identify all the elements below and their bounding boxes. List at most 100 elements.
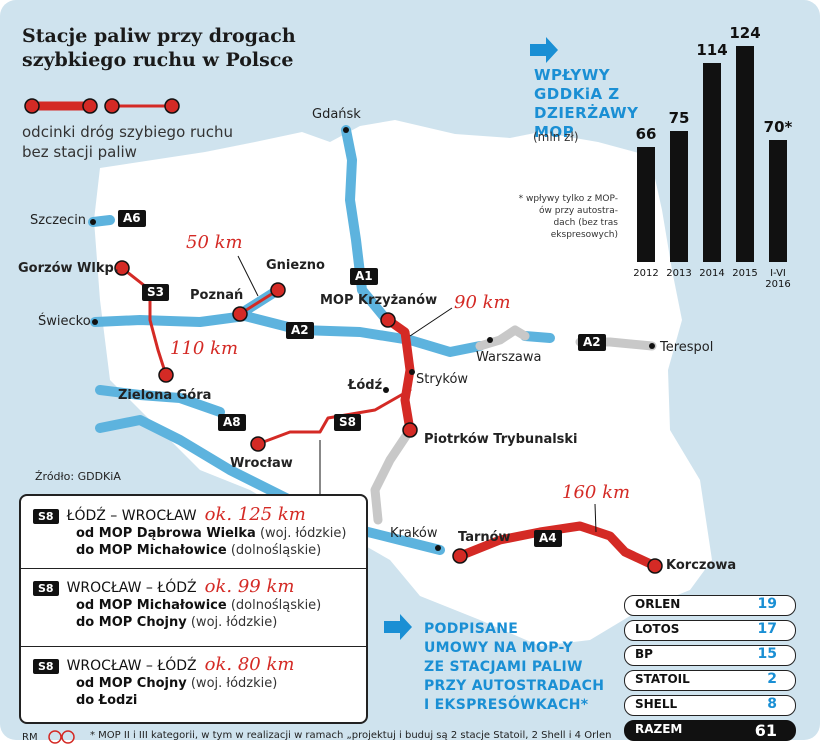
page-title: Stacje paliw przy drogach szybkiego ruch… bbox=[22, 24, 296, 72]
city-poznan: Poznań bbox=[190, 288, 244, 303]
city-gorzow: Gorzów Wlkp. bbox=[18, 261, 119, 276]
contracts-row-orlen: ORLEN 19 bbox=[624, 595, 796, 616]
marker-tarnow bbox=[452, 548, 468, 564]
route-2-from-region: (dolnośląskie) bbox=[230, 598, 322, 613]
contracts-row-label: BP bbox=[635, 647, 653, 661]
road-a1-north bbox=[341, 125, 390, 323]
contracts-row-value: 8 bbox=[767, 696, 777, 712]
marker-lodz bbox=[383, 387, 389, 393]
contracts-row-label: ORLEN bbox=[635, 597, 681, 611]
route-1: S8 ŁÓDŹ – WROCŁAW ok. 125 km od MOP Dąbr… bbox=[33, 504, 358, 559]
bar-category-label: I-VI 2016 bbox=[765, 268, 791, 290]
bar-category-label: 2015 bbox=[732, 268, 758, 279]
city-zielona-gora: Zielona Góra bbox=[118, 388, 212, 403]
route-3-from-label: od MOP Chojny bbox=[76, 676, 187, 691]
title-line-1: Stacje paliw przy drogach bbox=[22, 25, 296, 47]
road-south-link bbox=[370, 425, 415, 525]
city-gdansk: Gdańsk bbox=[312, 107, 361, 122]
bar-2012 bbox=[637, 147, 655, 262]
road-s8-red bbox=[256, 388, 412, 446]
city-gniezno: Gniezno bbox=[266, 258, 325, 273]
contracts-title-line-4: PRZY AUTOSTRADACH bbox=[424, 678, 605, 694]
contracts-title: PODPISANE UMOWY NA MOP-Y ZE STACJAMI PAL… bbox=[424, 620, 624, 715]
contracts-row-label: SHELL bbox=[635, 697, 678, 711]
route-3-from: od MOP Chojny (woj. łódzkie) bbox=[33, 675, 358, 692]
road-label-a8: A8 bbox=[218, 414, 246, 431]
city-krakow: Kraków bbox=[390, 526, 438, 541]
bar-value-label: 75 bbox=[668, 109, 690, 128]
road-label-a6: A6 bbox=[118, 210, 146, 227]
chart-title: WPŁYWY GDDKiA Z DZIERŻAWY MOP bbox=[534, 66, 639, 141]
legend-text: odcinki dróg szybiego ruchu bez stacji p… bbox=[22, 122, 272, 162]
marker-korczowa bbox=[647, 558, 663, 574]
route-1-name: ŁÓDŹ – WROCŁAW bbox=[66, 508, 197, 524]
city-terespol: Terespol bbox=[660, 340, 714, 355]
bar-value-label: 66 bbox=[635, 125, 657, 144]
contracts-row-total: RAZEM 61 bbox=[624, 720, 796, 741]
route-3-from-region: (woj. łódzkie) bbox=[190, 676, 278, 691]
marker-gdansk bbox=[343, 127, 349, 133]
road-a4-west bbox=[355, 525, 445, 555]
city-lodz: Łódź bbox=[348, 378, 383, 393]
marker-gniezno bbox=[270, 282, 286, 298]
credit: RM bbox=[22, 732, 38, 743]
marker-wroclaw bbox=[250, 436, 266, 452]
marker-krakow bbox=[435, 545, 441, 551]
marker-gorzow bbox=[114, 260, 130, 276]
distance-a1: 90 km bbox=[454, 292, 511, 313]
bar-category-label: 2013 bbox=[666, 268, 692, 279]
route-1-to: do MOP Michałowice (dolnośląskie) bbox=[33, 542, 358, 559]
city-strykow: Stryków bbox=[416, 372, 469, 387]
title-line-2: szybkiego ruchu w Polsce bbox=[22, 49, 294, 71]
route-2: S8 WROCŁAW – ŁÓDŹ ok. 99 km od MOP Micha… bbox=[33, 576, 358, 631]
route-2-km: ok. 99 km bbox=[204, 576, 295, 597]
legend-line bbox=[24, 98, 180, 114]
road-label-a2-west: A2 bbox=[286, 322, 314, 339]
bar-value-label: 114 bbox=[696, 41, 728, 60]
contracts-title-line-3: ZE STACJAMI PALIW bbox=[424, 659, 583, 675]
bar-2014 bbox=[703, 63, 721, 262]
chart-unit: (mln zł) bbox=[533, 130, 579, 144]
city-korczowa: Korczowa bbox=[666, 558, 737, 573]
marker-poznan bbox=[232, 306, 248, 322]
city-piotrkow: Piotrków Trybunalski bbox=[424, 432, 578, 447]
route-3-to-label: do Łodzi bbox=[76, 693, 138, 708]
road-label-a1: A1 bbox=[350, 268, 378, 285]
bar-value-label: 70* bbox=[763, 118, 793, 137]
bar-I-VI-2016 bbox=[769, 140, 787, 262]
legend-line-1: odcinki dróg szybiego ruchu bbox=[22, 123, 233, 141]
city-wroclaw: Wrocław bbox=[230, 456, 293, 471]
marker-mop-krzyzanow bbox=[380, 312, 396, 328]
contracts-row-value: 17 bbox=[757, 621, 777, 637]
source-note: Źródło: GDDKiA bbox=[35, 470, 121, 483]
road-label-a4: A4 bbox=[534, 530, 562, 547]
contracts-row-label: STATOIL bbox=[635, 672, 690, 686]
road-label-a2-east: A2 bbox=[578, 334, 606, 351]
routes-box: S8 ŁÓDŹ – WROCŁAW ok. 125 km od MOP Dąbr… bbox=[19, 494, 368, 724]
contracts-title-line-2: UMOWY NA MOP-Y bbox=[424, 640, 574, 656]
contracts-row-value: 2 bbox=[767, 671, 777, 687]
bar-category-label: 2012 bbox=[633, 268, 659, 279]
route-3-km: ok. 80 km bbox=[204, 654, 295, 675]
bar-value-label: 124 bbox=[729, 24, 761, 42]
bar-2013 bbox=[670, 131, 688, 262]
route-2-to-region: (woj. łódzkie) bbox=[190, 615, 278, 630]
route-3-road: S8 bbox=[33, 659, 59, 674]
contracts-row-lotos: LOTOS 17 bbox=[624, 620, 796, 641]
contracts-row-value: 19 bbox=[757, 596, 777, 612]
marker-piotrkow bbox=[402, 422, 418, 438]
route-3: S8 WROCŁAW – ŁÓDŹ ok. 80 km od MOP Chojn… bbox=[33, 654, 358, 709]
city-mop-krzyzanow: MOP Krzyżanów bbox=[320, 293, 438, 308]
city-tarnow: Tarnów bbox=[458, 530, 511, 545]
contracts-row-label: LOTOS bbox=[635, 622, 680, 636]
route-1-to-region: (dolnośląskie) bbox=[230, 543, 322, 558]
marker-szczecin bbox=[90, 219, 96, 225]
leader-lines bbox=[237, 255, 597, 533]
contracts-title-line-5: I EKSPRESÓWKACH* bbox=[424, 697, 589, 713]
city-szczecin: Szczecin bbox=[30, 213, 87, 228]
contracts-row-shell: SHELL 8 bbox=[624, 695, 796, 716]
route-1-from-region: (woj. łódzkie) bbox=[259, 526, 347, 541]
route-2-name: WROCŁAW – ŁÓDŹ bbox=[66, 580, 197, 596]
contracts-table: ORLEN 19 LOTOS 17 BP 15 STATOIL 2 SHELL 8 RAZ… bbox=[624, 595, 796, 745]
road-west-2 bbox=[95, 415, 315, 515]
